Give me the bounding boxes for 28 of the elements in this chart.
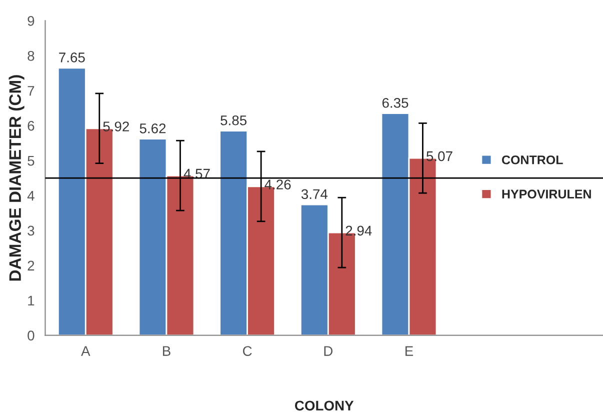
y-tick-label: 3 xyxy=(28,226,34,236)
legend-label: CONTROL xyxy=(502,155,563,164)
data-label: 3.74 xyxy=(301,189,328,200)
data-label: 6.35 xyxy=(382,98,408,108)
y-tick-label: 4 xyxy=(27,190,34,201)
data-label: 5.62 xyxy=(140,123,166,134)
x-tick-label: C xyxy=(243,346,252,356)
y-tick-label: 6 xyxy=(28,120,34,131)
y-tick-label: 1 xyxy=(28,296,34,306)
x-axis-title: COLONY xyxy=(294,400,354,411)
y-tick-label: 8 xyxy=(28,50,34,61)
x-tick-label: B xyxy=(162,346,170,356)
data-label: 2.94 xyxy=(346,226,372,236)
x-tick-label: A xyxy=(81,346,90,356)
y-tick-label: 7 xyxy=(28,86,34,96)
data-label: 7.65 xyxy=(59,52,85,62)
x-tick-label: E xyxy=(406,346,414,356)
y-tick-label: 5 xyxy=(28,156,34,166)
x-tick-label: D xyxy=(324,346,333,356)
y-tick-label: 0 xyxy=(28,330,34,341)
y-axis-title: DAMAGE DIAMETER (CM) xyxy=(8,75,24,281)
data-label: 5.85 xyxy=(220,115,247,126)
y-tick-label: 2 xyxy=(28,260,34,270)
data-label: 5.07 xyxy=(426,151,452,162)
legend-label: HYPOVIRULEN xyxy=(502,190,591,199)
data-label: 5.92 xyxy=(103,122,129,132)
data-label: 4.26 xyxy=(264,180,291,190)
y-tick-label: 9 xyxy=(28,16,34,26)
